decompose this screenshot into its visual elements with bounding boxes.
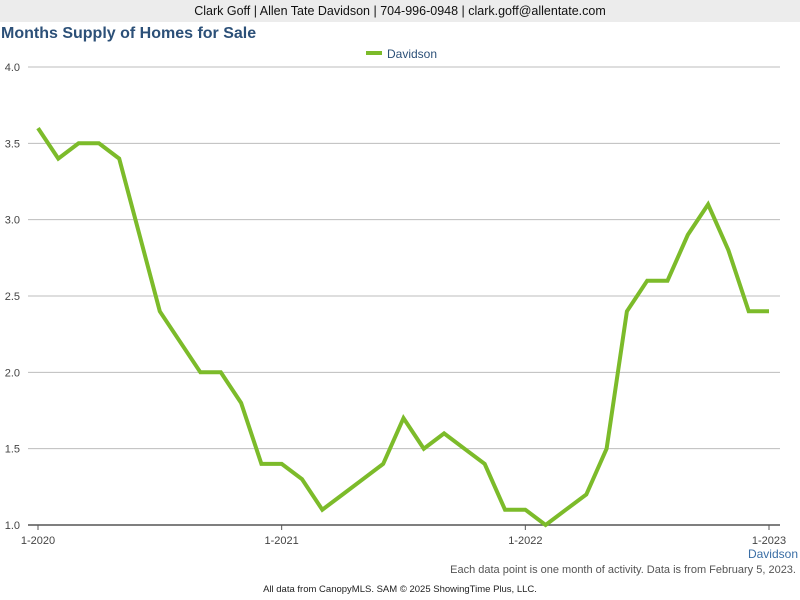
data-note: Each data point is one month of activity…	[450, 564, 796, 576]
x-tick-label: 1-2021	[265, 535, 299, 547]
y-tick-label: 1.0	[5, 520, 20, 532]
chart-title: Months Supply of Homes for Sale	[1, 25, 257, 42]
x-tick-label: 1-2020	[21, 535, 55, 547]
y-tick-label: 2.0	[5, 367, 20, 379]
x-axis-caption: Davidson	[748, 547, 798, 561]
series-line-davidson	[36, 126, 769, 528]
y-tick-label: 1.5	[5, 444, 20, 456]
y-tick-label: 3.5	[5, 138, 20, 150]
y-tick-label: 3.0	[5, 215, 20, 227]
x-tick-label: 1-2023	[752, 535, 786, 547]
footer-credit: All data from CanopyMLS. SAM © 2025 Show…	[263, 584, 537, 595]
legend-label: Davidson	[387, 47, 437, 61]
contact-banner: Clark Goff | Allen Tate Davidson | 704-9…	[0, 0, 800, 22]
x-tick-label: 1-2022	[508, 535, 542, 547]
y-tick-label: 4.0	[5, 62, 20, 74]
contact-text: Clark Goff | Allen Tate Davidson | 704-9…	[194, 4, 606, 18]
y-tick-label: 2.5	[5, 291, 20, 303]
